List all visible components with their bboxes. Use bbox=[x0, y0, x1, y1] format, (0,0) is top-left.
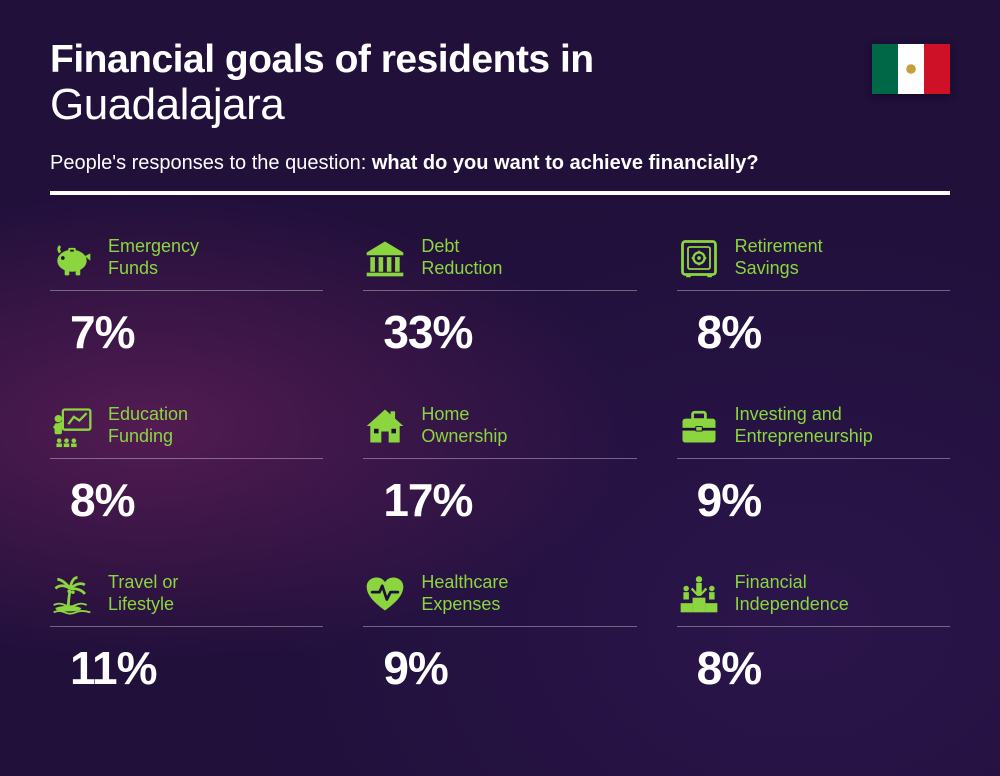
goal-item: Emergency Funds 7% bbox=[50, 235, 323, 359]
goal-item: Financial Independence 8% bbox=[677, 571, 950, 695]
goal-label-line1: Financial bbox=[735, 572, 807, 592]
title-line-1: Financial goals of residents in bbox=[50, 38, 950, 82]
goal-label: Home Ownership bbox=[421, 404, 507, 447]
goal-item-head: Healthcare Expenses bbox=[363, 571, 636, 627]
divider bbox=[50, 191, 950, 195]
goal-item-head: Debt Reduction bbox=[363, 235, 636, 291]
goal-item-head: Retirement Savings bbox=[677, 235, 950, 291]
goal-item: Debt Reduction 33% bbox=[363, 235, 636, 359]
goal-item: Retirement Savings 8% bbox=[677, 235, 950, 359]
goal-item: Education Funding 8% bbox=[50, 403, 323, 527]
goal-percent: 9% bbox=[363, 641, 636, 695]
goals-grid: Emergency Funds 7% Debt Reduction 33% Re… bbox=[50, 235, 950, 695]
flag-stripe-red bbox=[924, 44, 950, 94]
goal-percent: 33% bbox=[363, 305, 636, 359]
subtitle-prefix: People's responses to the question: bbox=[50, 152, 372, 174]
heart-icon bbox=[363, 572, 407, 616]
safe-icon bbox=[677, 236, 721, 280]
education-icon bbox=[50, 404, 94, 448]
goal-percent: 11% bbox=[50, 641, 323, 695]
goal-label-line2: Independence bbox=[735, 594, 849, 614]
goal-label: Healthcare Expenses bbox=[421, 572, 508, 615]
goal-item-head: Financial Independence bbox=[677, 571, 950, 627]
flag-emblem-icon bbox=[903, 61, 919, 77]
goal-label: Education Funding bbox=[108, 404, 188, 447]
subtitle: People's responses to the question: what… bbox=[50, 152, 950, 175]
goal-label: Debt Reduction bbox=[421, 236, 502, 279]
goal-label-line2: Entrepreneurship bbox=[735, 426, 873, 446]
goal-percent: 17% bbox=[363, 473, 636, 527]
mexico-flag-icon bbox=[872, 44, 950, 94]
goal-label-line2: Reduction bbox=[421, 258, 502, 278]
goal-label-line1: Retirement bbox=[735, 236, 823, 256]
title-line-2: Guadalajara bbox=[50, 80, 950, 130]
piggy-bank-icon bbox=[50, 236, 94, 280]
goal-label-line2: Savings bbox=[735, 258, 799, 278]
bank-icon bbox=[363, 236, 407, 280]
goal-percent: 7% bbox=[50, 305, 323, 359]
briefcase-icon bbox=[677, 404, 721, 448]
goal-percent: 8% bbox=[50, 473, 323, 527]
podium-icon bbox=[677, 572, 721, 616]
goal-label-line2: Lifestyle bbox=[108, 594, 174, 614]
goal-label-line2: Ownership bbox=[421, 426, 507, 446]
goal-label-line1: Education bbox=[108, 404, 188, 424]
goal-label-line2: Funds bbox=[108, 258, 158, 278]
goal-label: Retirement Savings bbox=[735, 236, 823, 279]
goal-percent: 8% bbox=[677, 641, 950, 695]
goal-label: Emergency Funds bbox=[108, 236, 199, 279]
goal-item-head: Home Ownership bbox=[363, 403, 636, 459]
header: Financial goals of residents in Guadalaj… bbox=[50, 38, 950, 195]
goal-label-line1: Healthcare bbox=[421, 572, 508, 592]
goal-item: Healthcare Expenses 9% bbox=[363, 571, 636, 695]
house-icon bbox=[363, 404, 407, 448]
goal-percent: 9% bbox=[677, 473, 950, 527]
subtitle-bold: what do you want to achieve financially? bbox=[372, 152, 759, 174]
goal-label: Financial Independence bbox=[735, 572, 849, 615]
infographic-container: Financial goals of residents in Guadalaj… bbox=[0, 0, 1000, 725]
goal-item: Investing and Entrepreneurship 9% bbox=[677, 403, 950, 527]
goal-item: Home Ownership 17% bbox=[363, 403, 636, 527]
flag-stripe-white bbox=[898, 44, 924, 94]
goal-label-line1: Home bbox=[421, 404, 469, 424]
goal-item-head: Investing and Entrepreneurship bbox=[677, 403, 950, 459]
goal-label: Investing and Entrepreneurship bbox=[735, 404, 873, 447]
goal-label-line1: Investing and bbox=[735, 404, 842, 424]
goal-item-head: Emergency Funds bbox=[50, 235, 323, 291]
goal-label-line2: Expenses bbox=[421, 594, 500, 614]
goal-item-head: Travel or Lifestyle bbox=[50, 571, 323, 627]
goal-label-line1: Debt bbox=[421, 236, 459, 256]
goal-item-head: Education Funding bbox=[50, 403, 323, 459]
goal-label-line1: Travel or bbox=[108, 572, 178, 592]
goal-label: Travel or Lifestyle bbox=[108, 572, 178, 615]
goal-label-line2: Funding bbox=[108, 426, 173, 446]
flag-stripe-green bbox=[872, 44, 898, 94]
goal-label-line1: Emergency bbox=[108, 236, 199, 256]
palm-icon bbox=[50, 572, 94, 616]
goal-item: Travel or Lifestyle 11% bbox=[50, 571, 323, 695]
goal-percent: 8% bbox=[677, 305, 950, 359]
